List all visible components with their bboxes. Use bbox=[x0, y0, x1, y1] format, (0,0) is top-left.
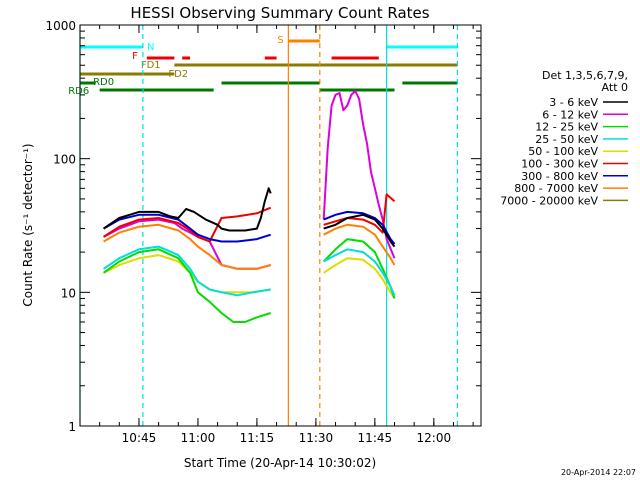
legend-label: 50 - 100 keV bbox=[528, 145, 598, 158]
series-line-100-300-kev bbox=[103, 206, 272, 243]
flag-label-fd2: FD2 bbox=[168, 69, 188, 80]
timestamp: 20-Apr-2014 22:07 bbox=[561, 468, 636, 477]
y-tick-label: 10 bbox=[61, 286, 76, 300]
flag-label-f: F bbox=[132, 51, 138, 62]
flag-label-fd1: FD1 bbox=[141, 60, 161, 71]
series-line-300-800-kev bbox=[103, 213, 272, 243]
y-tick-label: 100 bbox=[53, 153, 76, 167]
x-tick-label: 11:45 bbox=[358, 431, 393, 445]
series-line-50-100-kev bbox=[103, 254, 271, 294]
legend-label: 7000 - 20000 keV bbox=[500, 194, 598, 207]
series-line-50-100-kev bbox=[323, 257, 396, 299]
series-line-800-7000-kev bbox=[103, 223, 271, 270]
x-tick-label: 11:00 bbox=[181, 431, 216, 445]
x-tick-label: 11:15 bbox=[240, 431, 275, 445]
series-line-25-50-kev bbox=[323, 248, 396, 296]
legend-label: 12 - 25 keV bbox=[535, 121, 598, 134]
flag-label-n: N bbox=[147, 42, 154, 53]
flag-label-rd0: RD0 bbox=[93, 77, 114, 88]
series-line-3-6-kev bbox=[103, 187, 272, 232]
series-line-300-800-kev bbox=[323, 210, 396, 245]
series-line-6-12-kev bbox=[322, 90, 396, 259]
legend-label: 800 - 7000 keV bbox=[514, 182, 598, 195]
legend-label: 25 - 50 keV bbox=[535, 133, 598, 146]
y-axis-label: Count Rate (s⁻¹ detector⁻¹) bbox=[21, 143, 35, 306]
legend-label: 100 - 300 keV bbox=[521, 158, 598, 171]
series-line-3-6-kev bbox=[323, 213, 396, 248]
series-line-25-50-kev bbox=[103, 245, 271, 297]
x-axis: 10:45 11:00 11:15 11:30 11:45 12:00 bbox=[79, 25, 474, 445]
legend-label: 3 - 6 keV bbox=[549, 96, 598, 109]
x-tick-label: 10:45 bbox=[122, 431, 157, 445]
legend-header-line-2: Att 0 bbox=[602, 81, 628, 94]
plot-frame bbox=[79, 24, 482, 427]
series-lines bbox=[103, 90, 396, 323]
series-line-100-300-kev bbox=[323, 193, 396, 234]
flag-label-rd6: RD6 bbox=[68, 86, 89, 97]
y-tick-label: 1 bbox=[68, 420, 76, 434]
y-tick-label: 1000 bbox=[45, 19, 76, 33]
y-axis: 1 10 100 1000 bbox=[45, 19, 481, 434]
vertical-markers bbox=[79, 25, 459, 426]
x-tick-label: 11:30 bbox=[299, 431, 334, 445]
flag-label-s: S bbox=[277, 35, 283, 46]
series-line-12-25-kev bbox=[103, 248, 271, 323]
legend-header-line-1: Det 1,3,5,6,7,9, bbox=[542, 69, 628, 82]
x-tick-label: 12:00 bbox=[417, 431, 452, 445]
series-line-800-7000-kev bbox=[323, 223, 396, 266]
legend-label: 6 - 12 keV bbox=[542, 108, 598, 121]
x-axis-label: Start Time (20-Apr-14 10:30:02) bbox=[184, 456, 376, 470]
legend-label: 300 - 800 keV bbox=[521, 170, 598, 183]
chart-title: HESSI Observing Summary Count Rates bbox=[130, 4, 429, 22]
